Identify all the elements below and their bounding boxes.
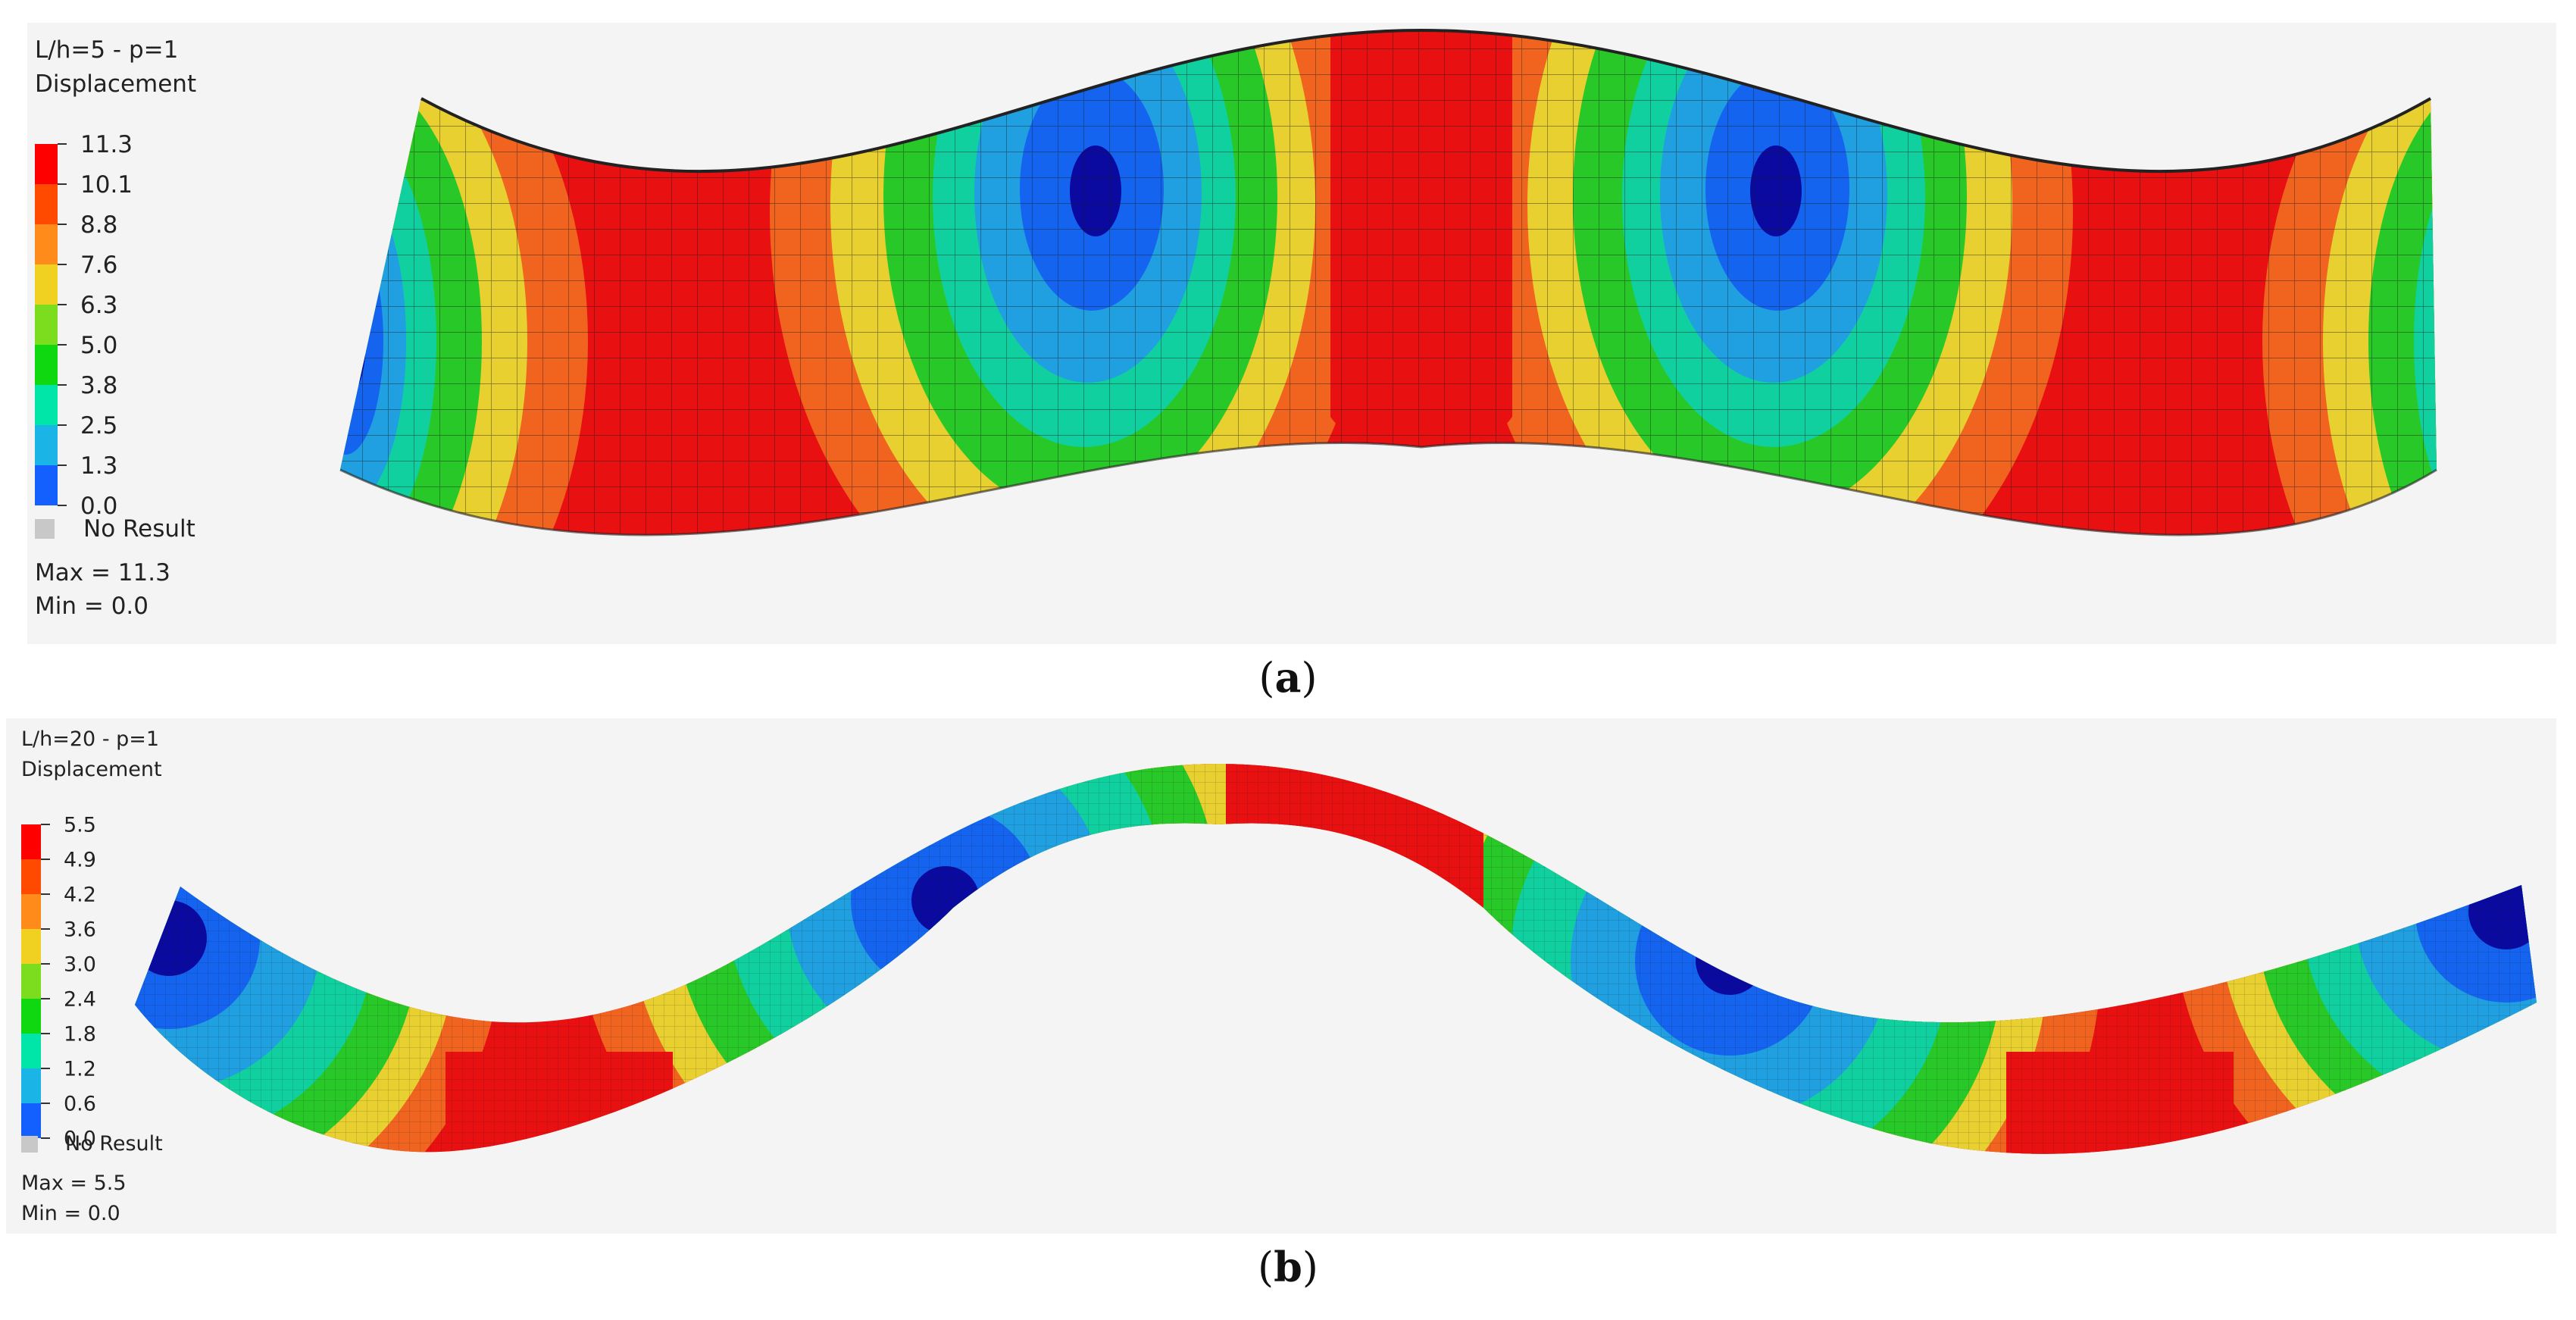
legend-swatch [35,385,58,425]
panel-b-legend-bar: 5.5 4.9 4.2 3.6 3.0 2.4 1.8 1.2 0.6 0.0 [21,813,96,1150]
legend-swatch [21,999,41,1034]
legend-tick-label: 5.5 [64,813,96,837]
no-result-label: No Result [83,515,195,543]
legend-swatch [35,345,58,385]
legend-tick-label: 6.3 [80,292,117,319]
legend-tick-label: 4.9 [64,848,96,871]
contour-band-lower [2467,227,2543,455]
panel-a-contour-field [340,30,2556,535]
legend-swatch [21,824,41,859]
legend-tick-label: 0.0 [64,1127,96,1150]
top-edge [420,28,2431,174]
panel-b-max-value: Max = 5.5 [21,1171,127,1195]
legend-tick-label: 2.4 [64,987,96,1011]
legend-tick-label: 7.6 [80,252,117,279]
panel-b-contour-field [135,764,2537,1154]
legend-tick-label: 4.2 [64,883,96,906]
panel-b-no-result-entry: No Result [21,1132,163,1156]
panel-a-viewport: L/h=5 - p=1 Displacement 11.3 10.1 8.8 7.6 6… [27,23,2556,644]
panel-a-color-legend: 11.3 10.1 8.8 7.6 6.3 5.0 3.8 2.5 1.3 0.0 [35,129,217,526]
legend-tick-label: 3.6 [64,918,96,941]
panel-a-case-label: L/h=5 - p=1 [35,36,179,64]
legend-swatch [35,305,58,345]
panel-b-deformed-mesh [135,764,2537,1154]
legend-swatch [21,929,41,964]
legend-swatch [21,1068,41,1103]
panel-a-deformed-mesh [339,28,2556,536]
panel-a-min-value: Min = 0.0 [35,593,148,620]
legend-tick-label: 3.8 [80,372,117,399]
legend-swatch [35,264,58,305]
contour-band-low [2444,174,2556,508]
legend-tick-label: 2.5 [80,412,117,439]
legend-tick-label: 0.6 [64,1092,96,1115]
legend-tick-label: 3.0 [64,952,96,976]
panel-b-case-label: L/h=20 - p=1 [21,727,160,751]
panel-b-min-value: Min = 0.0 [21,1202,120,1225]
legend-tick-label: 0.0 [80,493,117,520]
legend-swatch [21,1034,41,1068]
panel-b-quantity-label: Displacement [21,758,162,781]
legend-tick-label: 10.1 [80,171,133,199]
legend-swatch [35,425,58,465]
no-result-swatch [35,519,55,539]
legend-tick-label: 8.8 [80,211,117,239]
no-result-swatch [21,1135,38,1153]
legend-swatch [35,465,58,505]
contour-band-mid-low [2414,121,2437,535]
panel-b-color-legend: 5.5 4.9 4.2 3.6 3.0 2.4 1.8 1.2 0.6 0.0 [21,809,173,1161]
panel-a-quantity-label: Displacement [35,70,197,98]
bottom-edge [339,441,2437,536]
legend-swatch [35,144,58,184]
mesh-grid [340,30,2437,535]
panel-a-legend-bar: 11.3 10.1 8.8 7.6 6.3 5.0 3.8 2.5 1.3 0.0 [35,131,133,520]
panel-b-viewport: L/h=20 - p=1 Displacement 5.5 4.9 4.2 3.6 3.… [6,718,2556,1234]
legend-tick-label: 1.3 [80,452,117,480]
mesh-grid [135,764,2537,1154]
caption-b: (b) [1258,1243,1318,1291]
legend-swatch [21,859,41,894]
legend-tick-label: 11.3 [80,131,133,158]
panel-a-no-result-entry: No Result [35,515,195,543]
legend-swatch [21,964,41,999]
legend-swatch [21,1103,41,1138]
legend-swatch [35,224,58,264]
panel-a-max-value: Max = 11.3 [35,559,170,586]
contour-band-min [2484,288,2518,394]
legend-swatch [35,184,58,224]
legend-tick-label: 5.0 [80,332,117,359]
no-result-label: No Result [65,1132,163,1156]
legend-swatch [21,894,41,929]
legend-tick-label: 1.2 [64,1057,96,1081]
caption-a: (a) [1258,653,1318,702]
legend-tick-label: 1.8 [64,1022,96,1046]
